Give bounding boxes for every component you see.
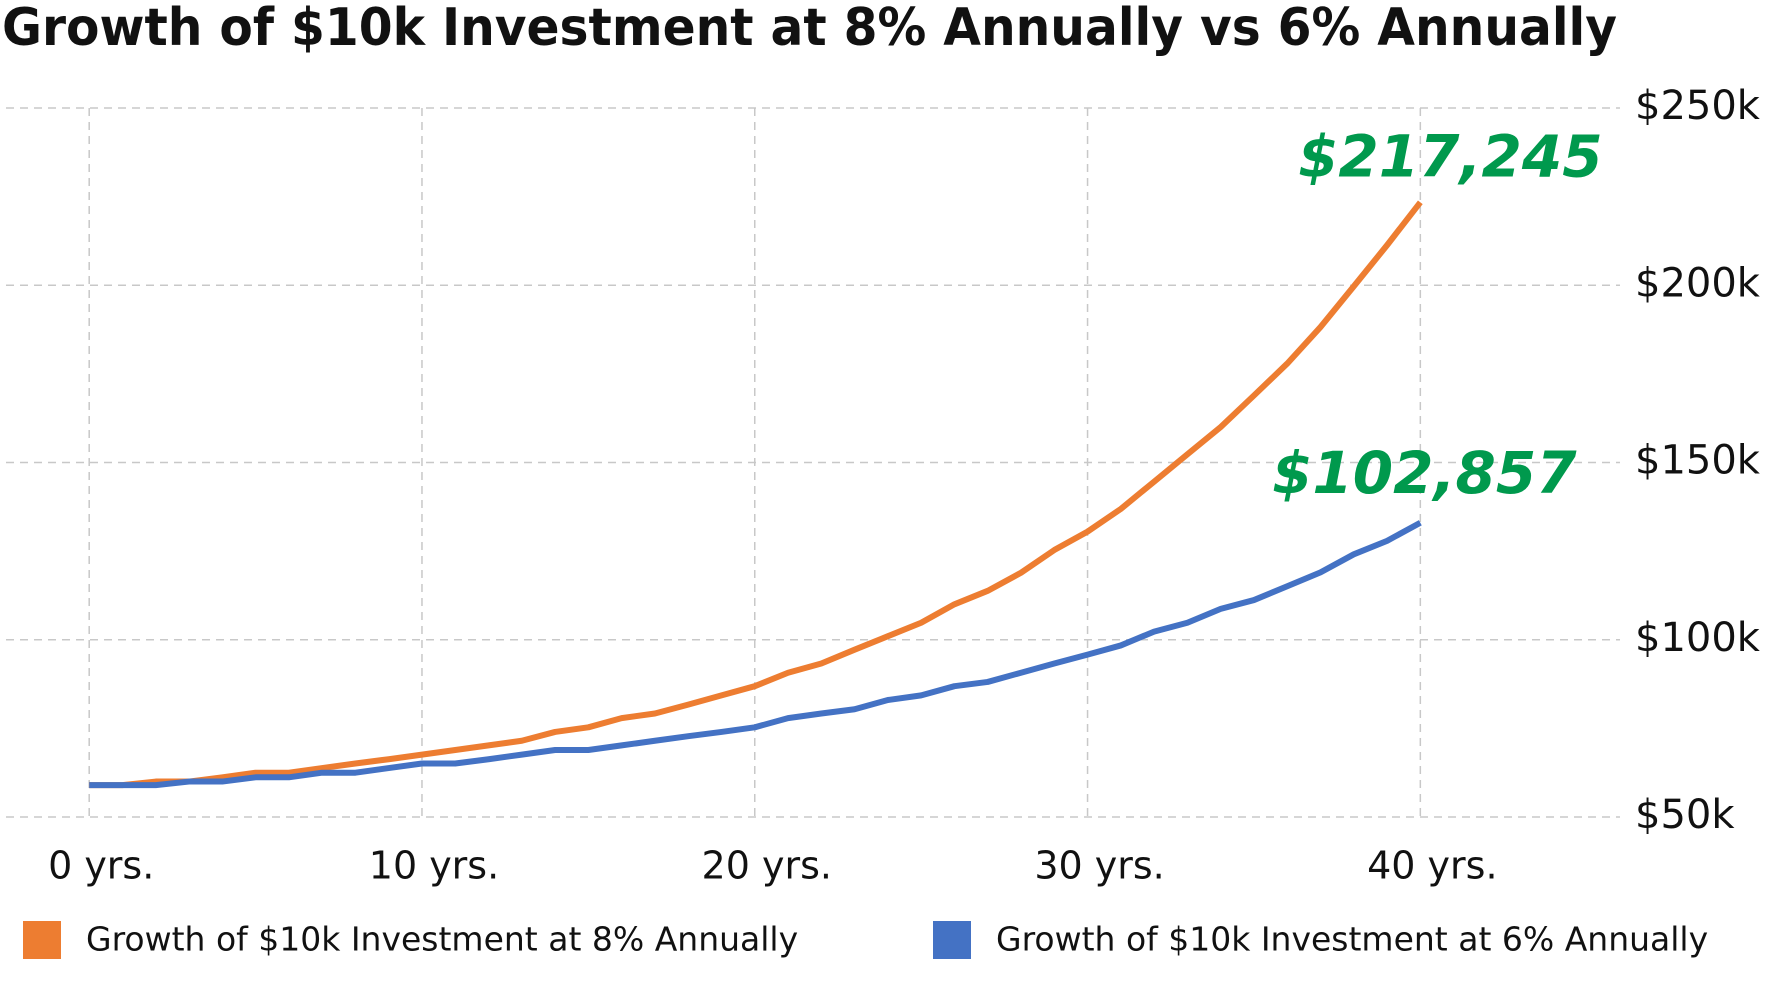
legend-label: Growth of $10k Investment at 8% Annually — [86, 920, 798, 959]
series-line — [89, 520, 1422, 789]
x-tick-label: 0 yrs. — [48, 844, 154, 888]
legend-swatch — [933, 921, 971, 959]
y-tick-label: $50k — [1635, 792, 1735, 838]
y-tick-label: $100k — [1635, 615, 1761, 661]
x-tick-label: 30 yrs. — [1034, 844, 1164, 888]
chart-title: Growth of $10k Investment at 8% Annually… — [2, 0, 1617, 58]
annotation: $102,857 — [1272, 439, 1577, 507]
x-tick-label: 20 yrs. — [702, 844, 832, 888]
x-tick-label: 10 yrs. — [369, 844, 499, 888]
y-tick-label: $200k — [1635, 260, 1761, 306]
y-tick-label: $250k — [1635, 83, 1761, 129]
x-tick-label: 40 yrs. — [1367, 844, 1497, 888]
series-line — [89, 200, 1423, 789]
annotation: $217,245 — [1298, 122, 1603, 190]
legend-label: Growth of $10k Investment at 6% Annually — [996, 920, 1708, 959]
legend-swatch — [23, 921, 61, 959]
y-tick-label: $150k — [1635, 438, 1761, 484]
